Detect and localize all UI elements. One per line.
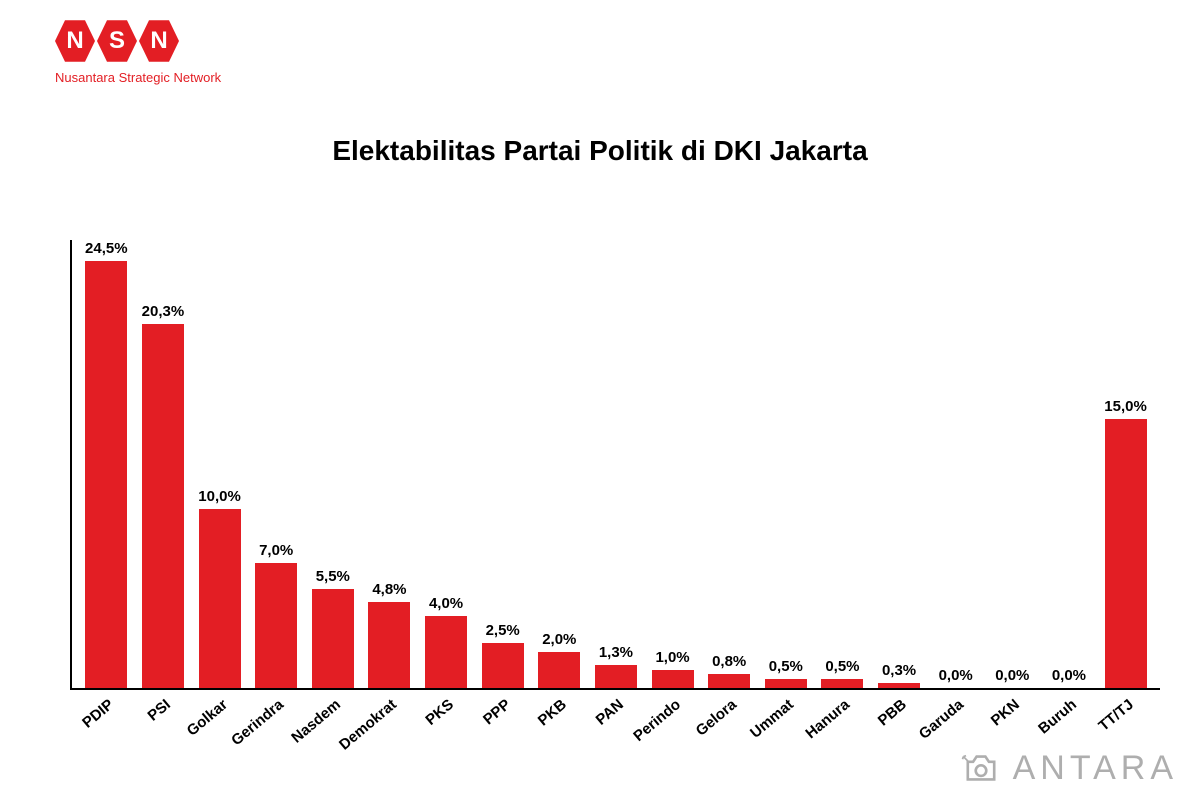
bar xyxy=(255,563,297,688)
logo: N S N Nusantara Strategic Network xyxy=(55,18,221,85)
bar-slot: 0,0%PKN xyxy=(984,240,1041,688)
chart-title: Elektabilitas Partai Politik di DKI Jaka… xyxy=(0,135,1200,167)
bar-value-label: 1,0% xyxy=(655,649,689,666)
camera-icon xyxy=(959,746,1003,790)
bar-value-label: 0,5% xyxy=(825,658,859,675)
bar-slot: 15,0%TT/TJ xyxy=(1097,240,1154,688)
bar-slot: 5,5%Nasdem xyxy=(305,240,362,688)
logo-tagline: Nusantara Strategic Network xyxy=(55,70,221,85)
bar-value-label: 5,5% xyxy=(316,568,350,585)
bar-slot: 7,0%Gerindra xyxy=(248,240,305,688)
bar-value-label: 0,0% xyxy=(1052,667,1086,684)
bar-value-label: 7,0% xyxy=(259,542,293,559)
bar-value-label: 0,3% xyxy=(882,662,916,679)
bar-slot: 20,3%PSI xyxy=(135,240,192,688)
bar xyxy=(142,324,184,688)
bar-slot: 1,3%PAN xyxy=(588,240,645,688)
bar-value-label: 4,8% xyxy=(372,581,406,598)
bar-slot: 2,5%PPP xyxy=(474,240,531,688)
bar-value-label: 0,0% xyxy=(995,667,1029,684)
bar xyxy=(85,261,127,688)
bar-slot: 10,0%Golkar xyxy=(191,240,248,688)
logo-hex-s: S xyxy=(97,18,137,64)
bar-value-label: 20,3% xyxy=(142,303,185,320)
watermark: ANTARA xyxy=(959,746,1178,790)
bar xyxy=(312,589,354,688)
bar-value-label: 15,0% xyxy=(1104,398,1147,415)
logo-hexes: N S N xyxy=(55,18,221,64)
bar-value-label: 0,8% xyxy=(712,653,746,670)
bar xyxy=(368,602,410,688)
bar xyxy=(1105,419,1147,688)
logo-hex-n1: N xyxy=(55,18,95,64)
bar-value-label: 0,5% xyxy=(769,658,803,675)
bar-value-label: 2,5% xyxy=(486,622,520,639)
bar-slot: 1,0%Perindo xyxy=(644,240,701,688)
bar-value-label: 2,0% xyxy=(542,631,576,648)
watermark-text: ANTARA xyxy=(1013,749,1178,788)
bar-slot: 4,8%Demokrat xyxy=(361,240,418,688)
bar-value-label: 10,0% xyxy=(198,488,241,505)
bar-value-label: 1,3% xyxy=(599,644,633,661)
bar-slot: 2,0%PKB xyxy=(531,240,588,688)
bar-slot: 0,5%Hanura xyxy=(814,240,871,688)
logo-hex-n2: N xyxy=(139,18,179,64)
bar-slot: 0,0%Garuda xyxy=(927,240,984,688)
bar xyxy=(482,643,524,688)
bar-value-label: 24,5% xyxy=(85,240,128,257)
bar-slot: 0,8%Gelora xyxy=(701,240,758,688)
bar-value-label: 4,0% xyxy=(429,595,463,612)
bar-slot: 0,5%Ummat xyxy=(758,240,815,688)
bar-value-label: 0,0% xyxy=(939,667,973,684)
bar-slot: 4,0%PKS xyxy=(418,240,475,688)
bar-chart: 24,5%PDIP20,3%PSI10,0%Golkar7,0%Gerindra… xyxy=(70,240,1160,690)
bar-slot: 0,0%Buruh xyxy=(1041,240,1098,688)
bar-slot: 24,5%PDIP xyxy=(78,240,135,688)
bar-slot: 0,3%PBB xyxy=(871,240,928,688)
bar xyxy=(425,616,467,688)
bar xyxy=(199,509,241,688)
